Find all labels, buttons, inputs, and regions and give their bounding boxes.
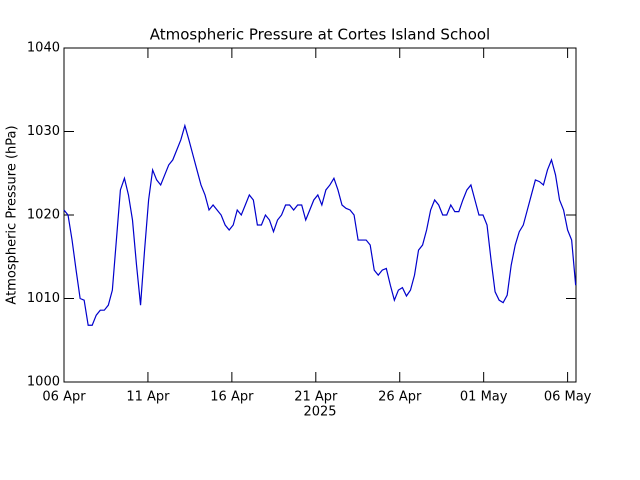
y-tick-label: 1010 — [27, 291, 60, 306]
y-tick-label: 1020 — [27, 208, 60, 223]
chart-title: Atmospheric Pressure at Cortes Island Sc… — [150, 26, 490, 44]
x-tick-label: 21 Apr — [294, 390, 338, 405]
y-tick-label: 1040 — [27, 41, 60, 56]
x-tick-label: 11 Apr — [126, 390, 170, 405]
data-line — [63, 123, 577, 326]
y-tick-label: 1030 — [27, 124, 60, 139]
plot-frame — [63, 47, 577, 383]
x-tick-label: 06 May — [544, 390, 592, 405]
x-tick-label: 26 Apr — [378, 390, 422, 405]
x-tick-label: 01 May — [460, 390, 508, 405]
x-tick-label: 16 Apr — [210, 390, 254, 405]
x-tick-label: 06 Apr — [42, 390, 86, 405]
y-axis-label: Atmospheric Pressure (hPa) — [5, 125, 20, 304]
y-tick-label: 1000 — [27, 375, 60, 390]
x-axis-label: 2025 — [303, 405, 336, 420]
